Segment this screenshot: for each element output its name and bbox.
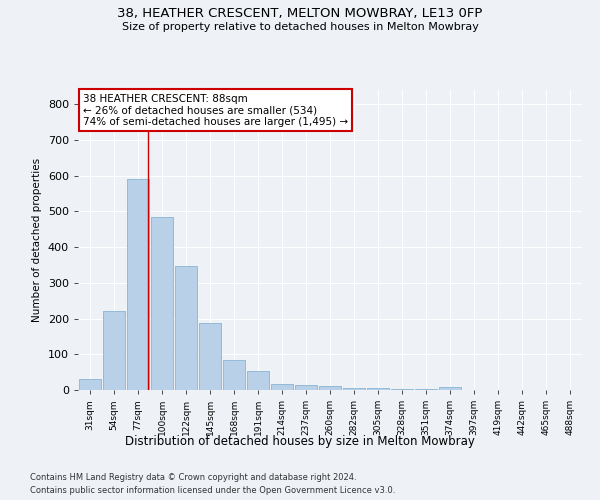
Text: 38, HEATHER CRESCENT, MELTON MOWBRAY, LE13 0FP: 38, HEATHER CRESCENT, MELTON MOWBRAY, LE… bbox=[118, 8, 482, 20]
Bar bbox=[319, 386, 341, 390]
Bar bbox=[79, 380, 101, 390]
Bar bbox=[367, 388, 389, 390]
Bar bbox=[247, 372, 269, 390]
Text: Distribution of detached houses by size in Melton Mowbray: Distribution of detached houses by size … bbox=[125, 435, 475, 448]
Bar bbox=[343, 388, 365, 390]
Y-axis label: Number of detached properties: Number of detached properties bbox=[32, 158, 42, 322]
Bar bbox=[223, 360, 245, 390]
Bar bbox=[199, 323, 221, 390]
Bar bbox=[103, 312, 125, 390]
Text: Size of property relative to detached houses in Melton Mowbray: Size of property relative to detached ho… bbox=[122, 22, 478, 32]
Text: Contains HM Land Registry data © Crown copyright and database right 2024.: Contains HM Land Registry data © Crown c… bbox=[30, 472, 356, 482]
Bar bbox=[439, 387, 461, 390]
Bar bbox=[175, 266, 197, 390]
Bar bbox=[391, 389, 413, 390]
Bar bbox=[295, 385, 317, 390]
Bar bbox=[271, 384, 293, 390]
Bar bbox=[127, 180, 149, 390]
Text: Contains public sector information licensed under the Open Government Licence v3: Contains public sector information licen… bbox=[30, 486, 395, 495]
Text: 38 HEATHER CRESCENT: 88sqm
← 26% of detached houses are smaller (534)
74% of sem: 38 HEATHER CRESCENT: 88sqm ← 26% of deta… bbox=[83, 94, 348, 127]
Bar bbox=[151, 217, 173, 390]
